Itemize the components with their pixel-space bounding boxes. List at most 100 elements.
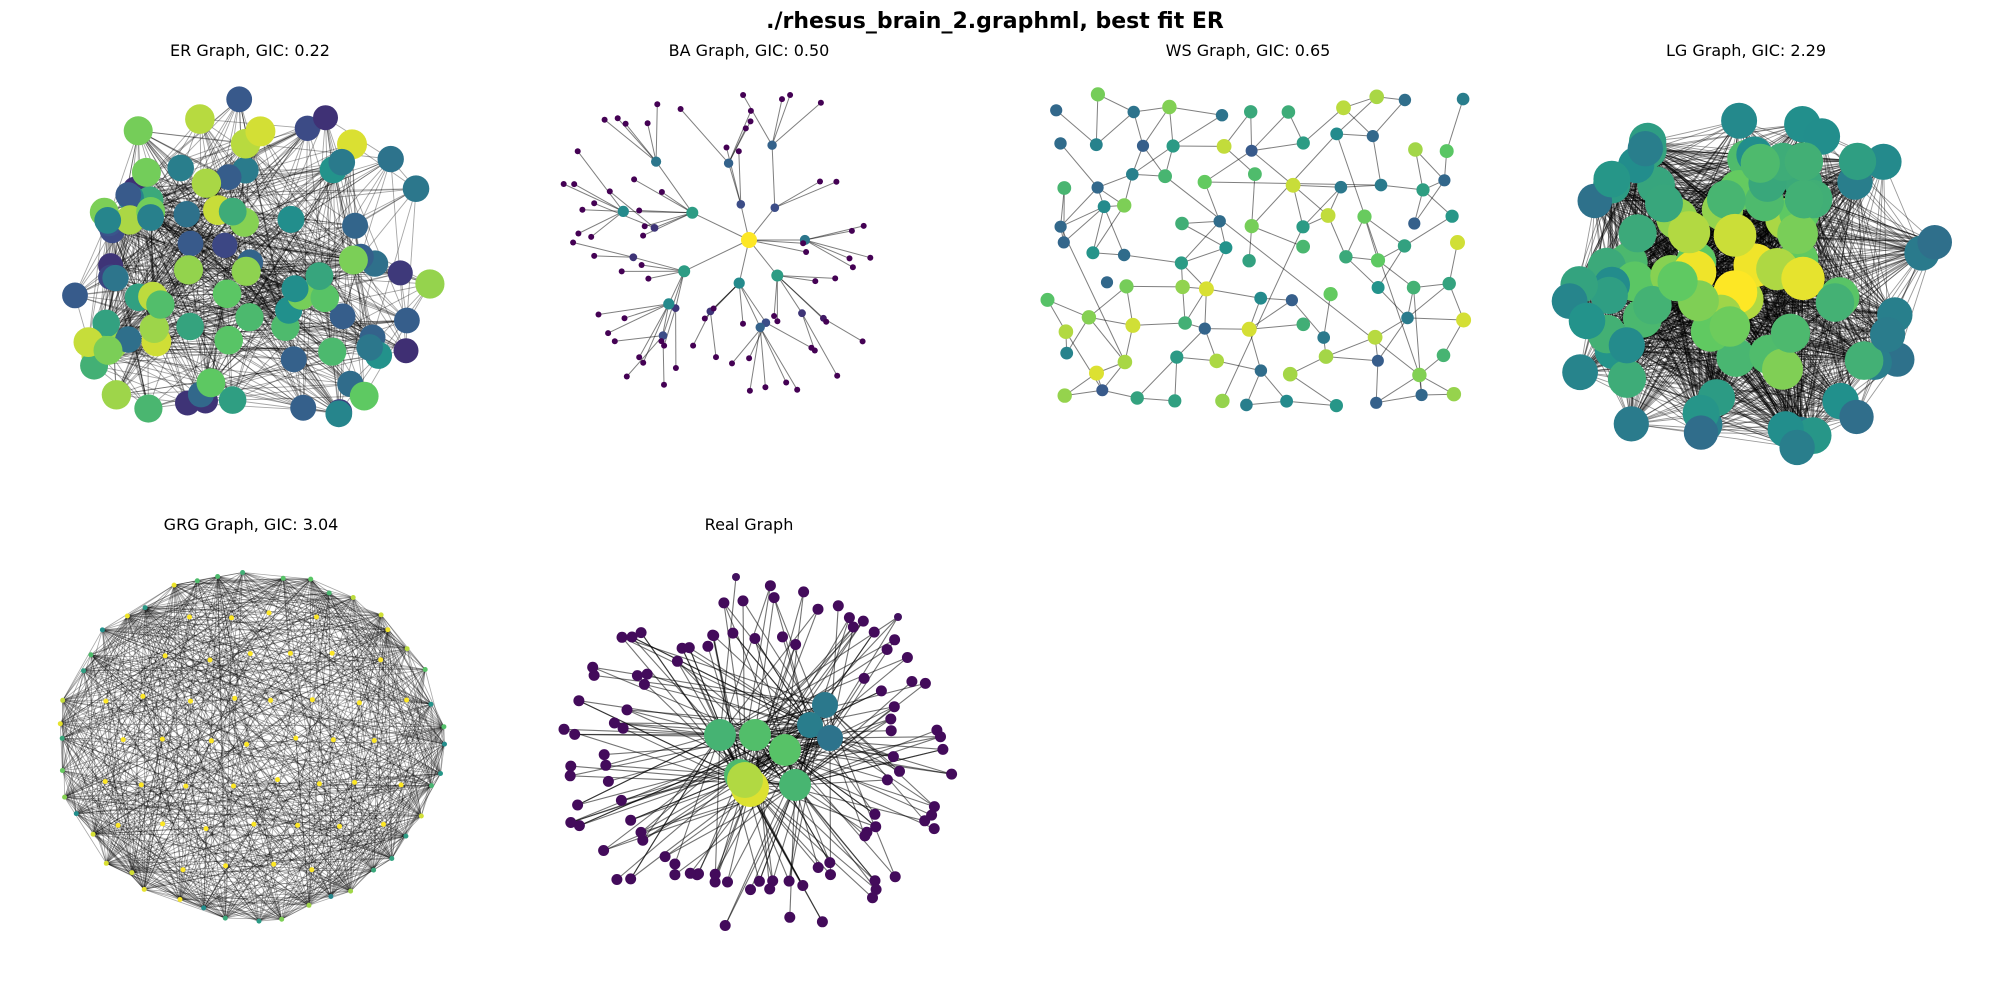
er-graph-edge (232, 399, 339, 415)
ws-graph-edge (1088, 286, 1127, 318)
grg-graph-edge (420, 726, 445, 817)
ws-graph-edge (1251, 225, 1304, 248)
grg-graph-edge (144, 607, 283, 920)
real-graph-node (768, 592, 780, 604)
lg-graph-edge (1645, 123, 1803, 150)
grg-graph-edge (76, 785, 432, 814)
ba-graph-node (817, 99, 824, 106)
er-graph-edge (200, 222, 245, 395)
grg-graph-edge (242, 572, 297, 739)
grg-graph-edge (144, 607, 340, 827)
ws-graph-node (1050, 104, 1063, 117)
grg-graph-edge (61, 654, 92, 739)
ws-graph-node (1415, 388, 1428, 402)
ws-graph-node (1117, 248, 1131, 262)
grg-graph-edge (62, 699, 296, 739)
grg-graph-edge (92, 833, 226, 919)
grg-graph-edge (406, 648, 445, 727)
grg-graph-node (240, 570, 246, 575)
ba-graph-node (860, 222, 867, 229)
grg-graph-edge (242, 572, 388, 631)
grg-graph-edge (179, 597, 354, 900)
ws-graph-node (1329, 399, 1343, 413)
real-graph-node (797, 712, 823, 738)
er-graph-node (329, 303, 356, 330)
ws-graph-node (1241, 321, 1257, 337)
lg-graph-edge (1854, 181, 1896, 316)
grg-graph-edge (352, 597, 389, 630)
grg-graph-node (215, 574, 221, 579)
grg-graph-node (231, 783, 236, 789)
grg-graph-edge (270, 629, 389, 701)
er-graph-edge (107, 349, 212, 384)
grg-graph-edge (83, 614, 382, 672)
grg-graph-edge (242, 572, 407, 837)
grg-graph-node (59, 735, 65, 741)
grg-graph-edge (282, 578, 332, 897)
real-graph-node (641, 668, 653, 680)
grg-graph-edge (92, 833, 260, 922)
grg-graph-edge (179, 899, 310, 906)
ba-graph-edge (675, 271, 685, 309)
real-graph-edge (681, 647, 746, 781)
grg-graph-edge (197, 580, 408, 650)
ba-graph-node (798, 309, 806, 318)
grg-graph-edge (131, 648, 408, 873)
er-graph-edge (245, 169, 408, 321)
grg-graph-edge (106, 835, 406, 864)
real-graph-edge (749, 657, 908, 789)
grg-graph-edge (143, 578, 284, 890)
grg-graph-edge (440, 726, 445, 774)
ws-graph-nodes (1040, 87, 1472, 413)
grg-graph-edge (64, 726, 444, 798)
grg-graph-edge (76, 773, 441, 814)
real-graph-node (745, 884, 756, 896)
real-graph-node (764, 580, 776, 592)
grg-graph-edge (308, 648, 408, 906)
grg-graph-node (337, 823, 342, 829)
er-graph-edge (217, 188, 417, 211)
lg-graph-node (1627, 131, 1664, 167)
ba-graph-node (601, 116, 608, 123)
grg-graph-edge (64, 796, 340, 827)
grg-graph-edge (92, 703, 432, 835)
lg-graph-edge (1676, 218, 1875, 363)
grg-graph-nodes (57, 570, 447, 924)
grg-graph-node (371, 867, 377, 873)
er-graph-edge (112, 344, 294, 360)
grg-graph-edge (224, 572, 243, 919)
real-graph-edge (794, 784, 877, 890)
grg-graph-edge (62, 700, 282, 920)
ba-graph-node (591, 252, 598, 259)
grg-graph-edge (330, 743, 445, 897)
lg-graph-edge (1631, 360, 1865, 425)
ba-graph-node (803, 249, 810, 255)
ba-graph-edge (759, 327, 787, 383)
real-graph-node (798, 586, 810, 598)
grg-graph-edge (83, 670, 133, 873)
ws-graph-edge (1132, 145, 1174, 175)
grg-graph-edge (105, 597, 354, 702)
ws-graph-node (1158, 169, 1172, 184)
ba-graph-node (833, 178, 840, 185)
grg-graph-edge (102, 629, 431, 705)
grg-graph-edge (310, 578, 432, 705)
ba-graph-node (808, 344, 815, 351)
real-graph-node (868, 626, 880, 638)
grg-graph-node (352, 779, 358, 785)
ws-graph-node (1091, 181, 1104, 194)
grg-graph-edge (282, 578, 422, 817)
real-graph-node (739, 719, 771, 751)
grg-graph-edge (242, 572, 374, 871)
ba-graph-node (701, 315, 708, 322)
grg-graph-node (287, 650, 293, 656)
grg-graph-edge (333, 739, 422, 817)
real-graph-node (790, 639, 802, 650)
grg-graph-edge (76, 784, 402, 814)
grg-graph-node (306, 902, 312, 908)
real-graph-edge (621, 636, 751, 789)
grg-graph-edge (283, 577, 311, 580)
grg-graph-edge (76, 813, 204, 909)
grg-graph-edge (387, 629, 432, 705)
er-graph-edge (341, 162, 362, 257)
